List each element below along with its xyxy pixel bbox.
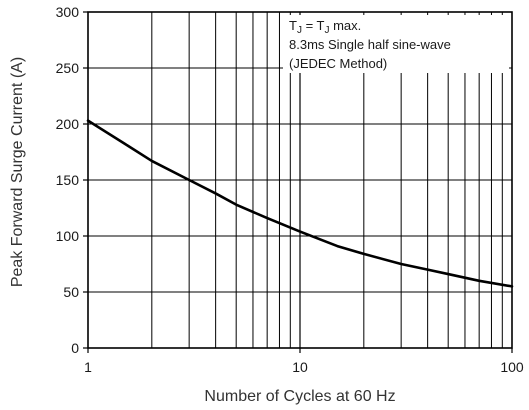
y-tick-label: 50 [63,284,79,300]
x-tick-label: 1 [84,359,92,375]
y-tick-label: 100 [56,228,80,244]
y-tick-label: 250 [56,60,80,76]
annotation-line-2: 8.3ms Single half sine-wave [289,37,451,52]
y-axis-label: Peak Forward Surge Current (A) [9,57,26,287]
tick-label-layer: 0 50 100 150 200 250 300 1 10 100 [56,4,524,375]
note-background [283,15,509,73]
series-layer [86,119,514,288]
annotation-line-3: (JEDEC Method) [289,56,387,71]
y-tick-label: 200 [56,116,80,132]
x-tick-label: 10 [292,359,308,375]
y-tick-label: 300 [56,4,80,20]
annotation-line-1: TJ = TJ max. [289,18,361,36]
y-tick-label: 0 [71,340,79,356]
surge-current-curve [86,119,514,288]
x-axis-label: Number of Cycles at 60 Hz [204,388,395,405]
x-tick-label: 100 [500,359,524,375]
y-tick-label: 150 [56,172,80,188]
chart-annotation: TJ = TJ max. 8.3ms Single half sine-wave… [289,18,451,71]
